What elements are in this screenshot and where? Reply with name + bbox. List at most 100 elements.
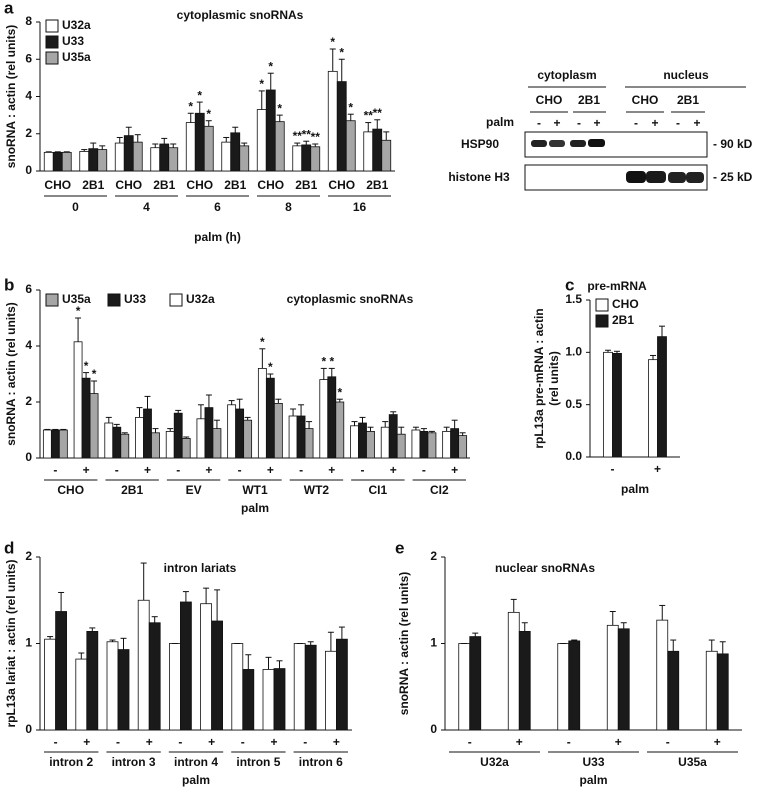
error-bar xyxy=(170,143,177,148)
y-tick-label: 0 xyxy=(25,163,32,177)
error-bar xyxy=(374,119,381,130)
error-bar xyxy=(214,589,221,622)
x-tick-label: + xyxy=(146,735,153,749)
group-label: WT2 xyxy=(304,483,330,497)
error-bar xyxy=(244,416,251,421)
bar xyxy=(173,412,183,459)
error-bar xyxy=(187,112,194,123)
sign: + xyxy=(593,116,600,130)
bar xyxy=(304,644,317,731)
error-bar xyxy=(113,423,120,428)
error-bar xyxy=(54,151,61,153)
error-bar xyxy=(75,317,82,342)
bar xyxy=(132,141,143,172)
bar xyxy=(235,408,245,459)
cell-line-label: CHO xyxy=(536,93,563,107)
chart-title: cytoplasmic snoRNAs xyxy=(287,292,414,306)
error-bar xyxy=(290,408,297,416)
bar xyxy=(151,432,160,459)
group-label: intron 5 xyxy=(236,755,280,769)
error-bar xyxy=(144,395,151,409)
bar xyxy=(73,341,83,459)
significance-mark: * xyxy=(268,59,273,73)
y-axis-label: rpL13a lariat : actin (rel units) xyxy=(4,559,18,727)
bar xyxy=(165,430,175,459)
bar xyxy=(380,426,390,459)
x-axis-label: palm xyxy=(579,773,607,787)
error-bar xyxy=(152,143,159,148)
error-bar xyxy=(60,428,67,430)
bar xyxy=(469,636,482,731)
group-label: 16 xyxy=(353,200,367,214)
x-tick-label: CHO xyxy=(328,178,355,192)
x-tick-label: - xyxy=(361,463,365,477)
bar xyxy=(568,640,581,731)
significance-mark: ** xyxy=(364,109,374,123)
error-bar xyxy=(306,421,313,429)
error-bar xyxy=(121,432,128,435)
x-tick-label: + xyxy=(714,735,721,749)
group-label: 8 xyxy=(285,200,292,214)
y-axis-label: snoRNA : actin (rel units) xyxy=(397,572,411,716)
bar xyxy=(363,131,374,172)
error-bar xyxy=(205,120,212,127)
bar xyxy=(648,359,658,458)
error-bar xyxy=(89,627,96,632)
y-tick-label: 1.0 xyxy=(565,345,582,359)
bar xyxy=(42,429,52,459)
error-bar xyxy=(125,126,132,136)
bar xyxy=(243,419,253,459)
error-bar xyxy=(265,656,272,670)
bar xyxy=(203,125,214,172)
band xyxy=(549,140,565,147)
x-tick-label: + xyxy=(144,463,151,477)
bar xyxy=(179,601,192,731)
bar xyxy=(358,422,367,459)
error-bar xyxy=(390,411,397,415)
size-label: - 25 kD xyxy=(713,170,753,184)
error-bar xyxy=(83,372,90,379)
group-label: CI1 xyxy=(369,483,388,497)
error-bar xyxy=(347,113,354,121)
error-bar xyxy=(336,398,343,402)
bar xyxy=(227,404,237,459)
error-bar xyxy=(359,416,366,423)
y-tick-label: 0 xyxy=(25,450,32,464)
error-bar xyxy=(120,637,127,650)
error-bar xyxy=(109,639,116,642)
group-label: CHO xyxy=(57,483,84,497)
chart-title: intron lariats xyxy=(164,561,237,575)
error-bar xyxy=(152,428,159,433)
error-bar xyxy=(58,591,65,612)
significance-mark: ** xyxy=(302,127,312,141)
bar xyxy=(381,139,392,172)
bar xyxy=(296,415,306,459)
chart-panel: a cytoplasmic snoRNAs 0 2 4 6 8 snoRNA : actin … xyxy=(4,0,395,244)
error-bar xyxy=(650,354,656,360)
bar xyxy=(120,433,130,459)
significance-mark: * xyxy=(206,107,211,121)
error-bar xyxy=(267,373,274,379)
bar xyxy=(327,376,337,459)
treatment-label: palm xyxy=(486,115,514,129)
legend-swatch xyxy=(169,293,183,307)
bar xyxy=(518,630,531,731)
error-bar xyxy=(659,325,665,337)
error-bar xyxy=(105,416,112,423)
error-bar xyxy=(338,626,345,640)
bar xyxy=(194,112,205,172)
group-label: EV xyxy=(186,483,202,497)
error-bar xyxy=(351,421,358,426)
error-bar xyxy=(258,90,265,110)
error-bar xyxy=(614,350,620,354)
bar xyxy=(181,437,191,459)
group-label: 6 xyxy=(214,200,221,214)
bar xyxy=(335,638,348,731)
bar xyxy=(61,151,72,172)
bar xyxy=(43,151,54,172)
bar xyxy=(196,418,206,459)
legend-swatch xyxy=(45,19,59,33)
bar xyxy=(458,435,468,459)
legend-label: U35a xyxy=(62,292,91,306)
error-bar xyxy=(312,143,319,147)
